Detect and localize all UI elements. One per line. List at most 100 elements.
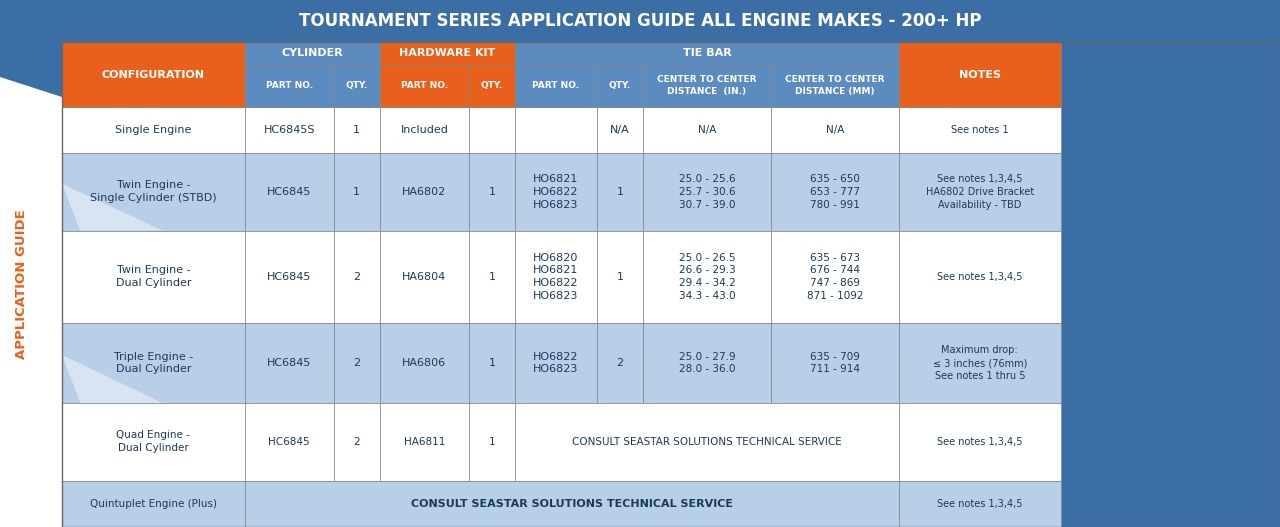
Text: PART NO.: PART NO. — [532, 81, 580, 90]
Bar — [468, 64, 515, 107]
Text: CENTER TO CENTER
DISTANCE (MM): CENTER TO CENTER DISTANCE (MM) — [785, 75, 884, 96]
Text: HC6845: HC6845 — [268, 187, 311, 197]
Bar — [899, 403, 1061, 481]
Text: HO6821
HO6822
HO6823: HO6821 HO6822 HO6823 — [534, 174, 579, 210]
Text: Quintuplet Engine (Plus): Quintuplet Engine (Plus) — [90, 499, 216, 509]
Bar — [380, 42, 515, 64]
Bar — [0, 0, 1280, 42]
Text: NOTES: NOTES — [959, 70, 1001, 80]
Text: HO6820
HO6821
HO6822
HO6823: HO6820 HO6821 HO6822 HO6823 — [534, 252, 579, 301]
Text: Included: Included — [401, 125, 448, 135]
Bar — [899, 481, 1061, 527]
Bar — [515, 323, 596, 403]
Text: TOURNAMENT SERIES APPLICATION GUIDE ALL ENGINE MAKES - 200+ HP: TOURNAMENT SERIES APPLICATION GUIDE ALL … — [298, 12, 982, 30]
Text: See notes 1,3,4,5: See notes 1,3,4,5 — [937, 272, 1023, 282]
Bar — [334, 403, 380, 481]
Bar — [596, 230, 643, 323]
Bar — [334, 107, 380, 153]
Bar — [61, 230, 244, 323]
Text: HARDWARE KIT: HARDWARE KIT — [399, 48, 495, 58]
Bar — [61, 403, 244, 481]
Bar — [515, 42, 899, 64]
Bar — [468, 403, 515, 481]
Text: 1: 1 — [489, 437, 495, 447]
Text: 1: 1 — [489, 187, 495, 197]
Bar — [0, 42, 61, 527]
Text: QTY.: QTY. — [609, 81, 631, 90]
Text: 1: 1 — [353, 187, 360, 197]
Bar — [61, 481, 244, 527]
Bar — [515, 107, 596, 153]
Text: 1: 1 — [617, 272, 623, 282]
Bar — [468, 107, 515, 153]
Bar — [899, 42, 1061, 107]
Text: TIE BAR: TIE BAR — [682, 48, 731, 58]
Text: 635 - 650
653 - 777
780 - 991: 635 - 650 653 - 777 780 - 991 — [810, 174, 860, 210]
Text: HA6806: HA6806 — [402, 358, 447, 368]
Text: CENTER TO CENTER
DISTANCE  (IN.): CENTER TO CENTER DISTANCE (IN.) — [657, 75, 756, 96]
Text: PART NO.: PART NO. — [401, 81, 448, 90]
Bar — [380, 323, 468, 403]
Bar — [771, 153, 899, 230]
Bar — [244, 42, 380, 64]
Text: Single Engine: Single Engine — [115, 125, 192, 135]
Text: See notes 1,3,4,5
HA6802 Drive Bracket
Availability - TBD: See notes 1,3,4,5 HA6802 Drive Bracket A… — [925, 174, 1034, 210]
Text: 635 - 673
676 - 744
747 - 869
871 - 1092: 635 - 673 676 - 744 747 - 869 871 - 1092 — [806, 252, 863, 301]
Bar — [643, 323, 771, 403]
Bar — [334, 230, 380, 323]
Text: 1: 1 — [617, 187, 623, 197]
Text: 2: 2 — [353, 272, 360, 282]
Text: HC6845: HC6845 — [268, 358, 311, 368]
Bar — [244, 403, 334, 481]
Bar — [596, 107, 643, 153]
Text: 2: 2 — [353, 358, 360, 368]
Polygon shape — [0, 42, 61, 162]
Text: HA6802: HA6802 — [402, 187, 447, 197]
Bar — [643, 230, 771, 323]
Text: N/A: N/A — [698, 125, 716, 135]
Bar — [771, 107, 899, 153]
Bar — [468, 153, 515, 230]
Text: CONSULT SEASTAR SOLUTIONS TECHNICAL SERVICE: CONSULT SEASTAR SOLUTIONS TECHNICAL SERV… — [411, 499, 732, 509]
Text: Triple Engine -
Dual Cylinder: Triple Engine - Dual Cylinder — [114, 352, 193, 374]
Text: 2: 2 — [616, 358, 623, 368]
Text: QTY.: QTY. — [346, 81, 367, 90]
Text: 25.0 - 26.5
26.6 - 29.3
29.4 - 34.2
34.3 - 43.0: 25.0 - 26.5 26.6 - 29.3 29.4 - 34.2 34.3… — [678, 252, 735, 301]
Bar — [244, 107, 334, 153]
Bar — [515, 403, 899, 481]
Bar — [515, 153, 596, 230]
Text: HC6845: HC6845 — [268, 272, 311, 282]
Bar — [899, 323, 1061, 403]
Text: QTY.: QTY. — [481, 81, 503, 90]
Bar — [899, 153, 1061, 230]
Polygon shape — [61, 184, 163, 230]
Bar — [334, 64, 380, 107]
Text: N/A: N/A — [826, 125, 844, 135]
Text: APPLICATION GUIDE: APPLICATION GUIDE — [15, 210, 28, 359]
Bar — [334, 153, 380, 230]
Bar — [244, 230, 334, 323]
Bar — [61, 153, 244, 230]
Bar — [899, 230, 1061, 323]
Bar — [643, 107, 771, 153]
Bar — [334, 323, 380, 403]
Bar — [515, 64, 596, 107]
Text: HA6811: HA6811 — [403, 437, 445, 447]
Bar — [380, 403, 468, 481]
Bar — [380, 230, 468, 323]
Bar — [771, 230, 899, 323]
Text: 635 - 709
711 - 914: 635 - 709 711 - 914 — [810, 352, 860, 374]
Bar — [899, 107, 1061, 153]
Bar — [380, 107, 468, 153]
Bar — [515, 230, 596, 323]
Text: CYLINDER: CYLINDER — [282, 48, 343, 58]
Text: HC6845S: HC6845S — [264, 125, 315, 135]
Text: See notes 1,3,4,5: See notes 1,3,4,5 — [937, 437, 1023, 447]
Bar — [596, 64, 643, 107]
Text: HC6845: HC6845 — [269, 437, 310, 447]
Text: N/A: N/A — [611, 125, 630, 135]
Bar — [244, 153, 334, 230]
Bar — [643, 64, 771, 107]
Text: See notes 1: See notes 1 — [951, 125, 1009, 135]
Text: Quad Engine -
Dual Cylinder: Quad Engine - Dual Cylinder — [116, 431, 191, 453]
